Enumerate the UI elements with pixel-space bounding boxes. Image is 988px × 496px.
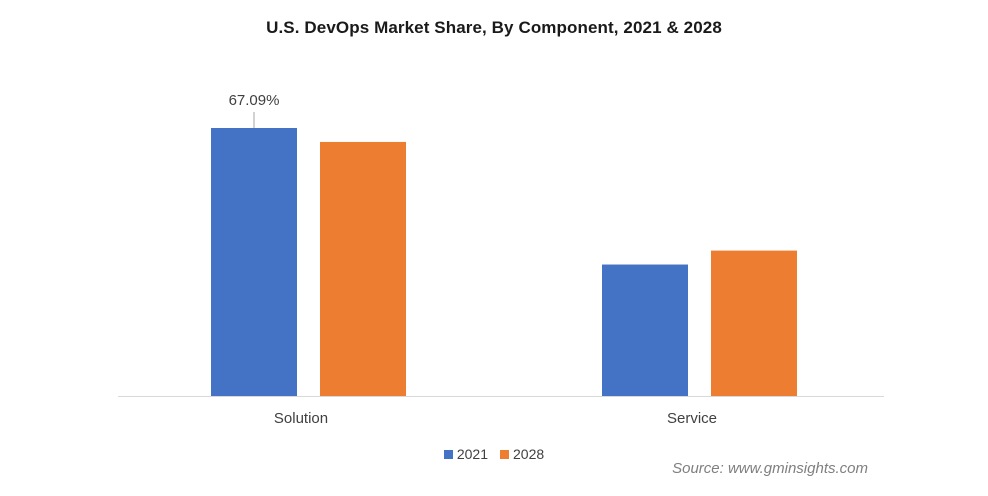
legend-item-2028: 2028 <box>500 446 544 462</box>
chart-legend: 2021 2028 <box>0 446 988 462</box>
source-credit: Source: www.gminsights.com <box>672 460 868 477</box>
bar-2028-service <box>711 250 797 396</box>
x-tick-label-service: Service <box>667 410 717 427</box>
legend-label-2028: 2028 <box>513 446 545 462</box>
x-tick-label-solution: Solution <box>274 410 328 427</box>
legend-swatch-2028 <box>500 449 509 459</box>
legend-label-2021: 2021 <box>456 446 488 462</box>
legend-item-2021: 2021 <box>443 446 488 462</box>
bar-2028-solution <box>320 141 406 396</box>
bar-2021-service <box>602 264 688 396</box>
bar-2021-solution <box>211 127 297 396</box>
legend-swatch-2021 <box>443 449 453 459</box>
data-label: 67.09% <box>229 92 280 109</box>
chart-title: U.S. DevOps Market Share, By Component, … <box>266 18 722 37</box>
